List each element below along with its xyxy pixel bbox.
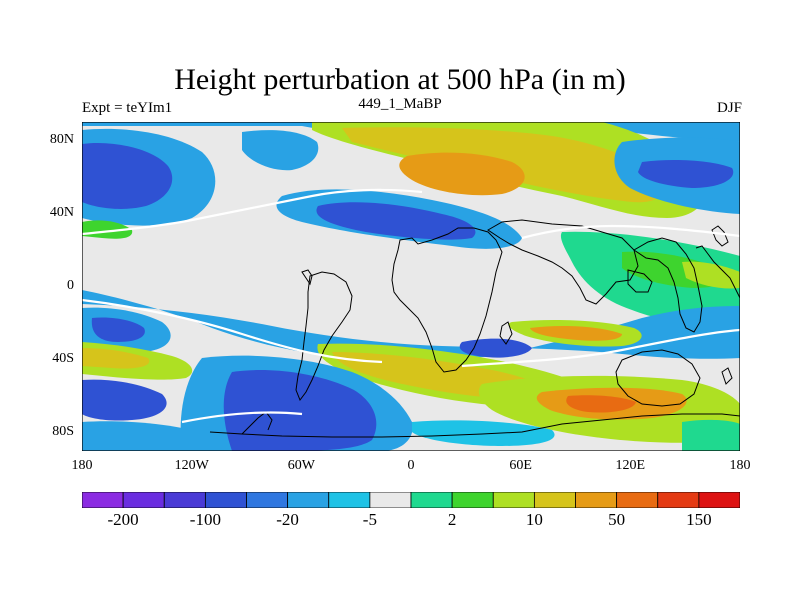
south-pacific-trough <box>91 317 145 342</box>
lon-label-120w: 120W <box>174 458 209 473</box>
coastlines <box>209 219 740 438</box>
colorbar-label: 150 <box>686 510 712 529</box>
new-zealand-outline <box>721 367 733 385</box>
south-america-outline <box>295 271 353 402</box>
colorbar-swatch <box>451 492 494 508</box>
mid-lat-trough <box>316 202 476 240</box>
colorbar-swatch <box>492 492 535 508</box>
southwest-pacific-low <box>82 379 167 421</box>
lat-label-0: 0 <box>67 278 74 293</box>
lat-label-80n: 80N <box>49 132 74 147</box>
period-label: 449_1_MaBP <box>358 96 442 112</box>
colorbar-swatch <box>616 492 659 508</box>
colorbar-label: -100 <box>189 510 221 529</box>
lat-label-80s: 80S <box>52 424 74 439</box>
siberian-low <box>638 160 734 188</box>
colorbar-swatch <box>533 492 576 508</box>
colorbar-swatch <box>82 492 124 508</box>
colorbar-label: -20 <box>276 510 299 529</box>
japan-outline <box>711 225 729 247</box>
south-indian-ridge-core <box>566 395 636 413</box>
antarctic-weak-negative <box>412 420 555 446</box>
colorbar-swatch <box>204 492 247 508</box>
lat-label-40n: 40N <box>49 205 74 220</box>
south-pacific-low <box>223 370 377 451</box>
lon-label-60e: 60E <box>509 458 532 473</box>
east-tropics-ridge <box>682 261 740 289</box>
plot-title: Height perturbation at 500 hPa (in m) <box>174 63 626 96</box>
asia-outline <box>487 219 639 305</box>
lat-label-40s: 40S <box>52 351 74 366</box>
colorbar-label: -5 <box>362 510 377 529</box>
antarctic-peninsula-outline <box>241 411 273 435</box>
colorbar-swatch <box>287 492 330 508</box>
colorbar <box>82 492 740 508</box>
central-america-outline <box>301 269 313 286</box>
lon-label-120e: 120E <box>615 458 646 473</box>
australia-outline <box>615 349 701 407</box>
colorbar-swatch <box>122 492 165 508</box>
colorbar-swatch <box>163 492 206 508</box>
colorbar-swatch <box>369 492 412 508</box>
pacific-islands-outline <box>695 245 740 299</box>
south-indian-trough <box>459 338 532 358</box>
zero-contour-lines <box>82 188 740 424</box>
south-pacific-ridge-core <box>82 348 150 369</box>
lon-label-0: 0 <box>407 458 415 473</box>
east-asia-coast <box>633 237 703 333</box>
southwest-pacific-low-outer <box>82 421 182 451</box>
colorbar-swatch <box>328 492 371 508</box>
colorbar-swatch <box>575 492 618 508</box>
west-pacific-low <box>82 142 173 209</box>
madagascar-outline <box>499 321 513 345</box>
colorbar-label: 10 <box>525 510 543 529</box>
antarctica-outline <box>209 413 740 438</box>
lon-label-180w: 180 <box>71 458 93 473</box>
experiment-label: Expt = teYIm1 <box>82 100 173 116</box>
colorbar-swatch <box>410 492 453 508</box>
colorbar-label: 2 <box>447 510 457 529</box>
season-label: DJF <box>716 100 742 116</box>
west-pacific-positive <box>82 220 133 239</box>
antarctic-weak-positive <box>682 419 740 451</box>
colorbar-label: 50 <box>608 510 626 529</box>
contour-map <box>82 122 740 451</box>
lon-label-60w: 60W <box>287 458 315 473</box>
lon-label-180e: 180 <box>729 458 751 473</box>
africa-outline <box>391 227 503 373</box>
colorbar-swatch <box>657 492 700 508</box>
aleutian-trough <box>242 130 319 171</box>
atlantic-ridge-core <box>399 152 525 196</box>
south-australian-ridge-core <box>530 326 622 341</box>
colorbar-label: -200 <box>107 510 139 529</box>
colorbar-swatch <box>246 492 289 508</box>
indonesia-outline <box>627 269 653 293</box>
colorbar-swatch <box>698 492 740 508</box>
